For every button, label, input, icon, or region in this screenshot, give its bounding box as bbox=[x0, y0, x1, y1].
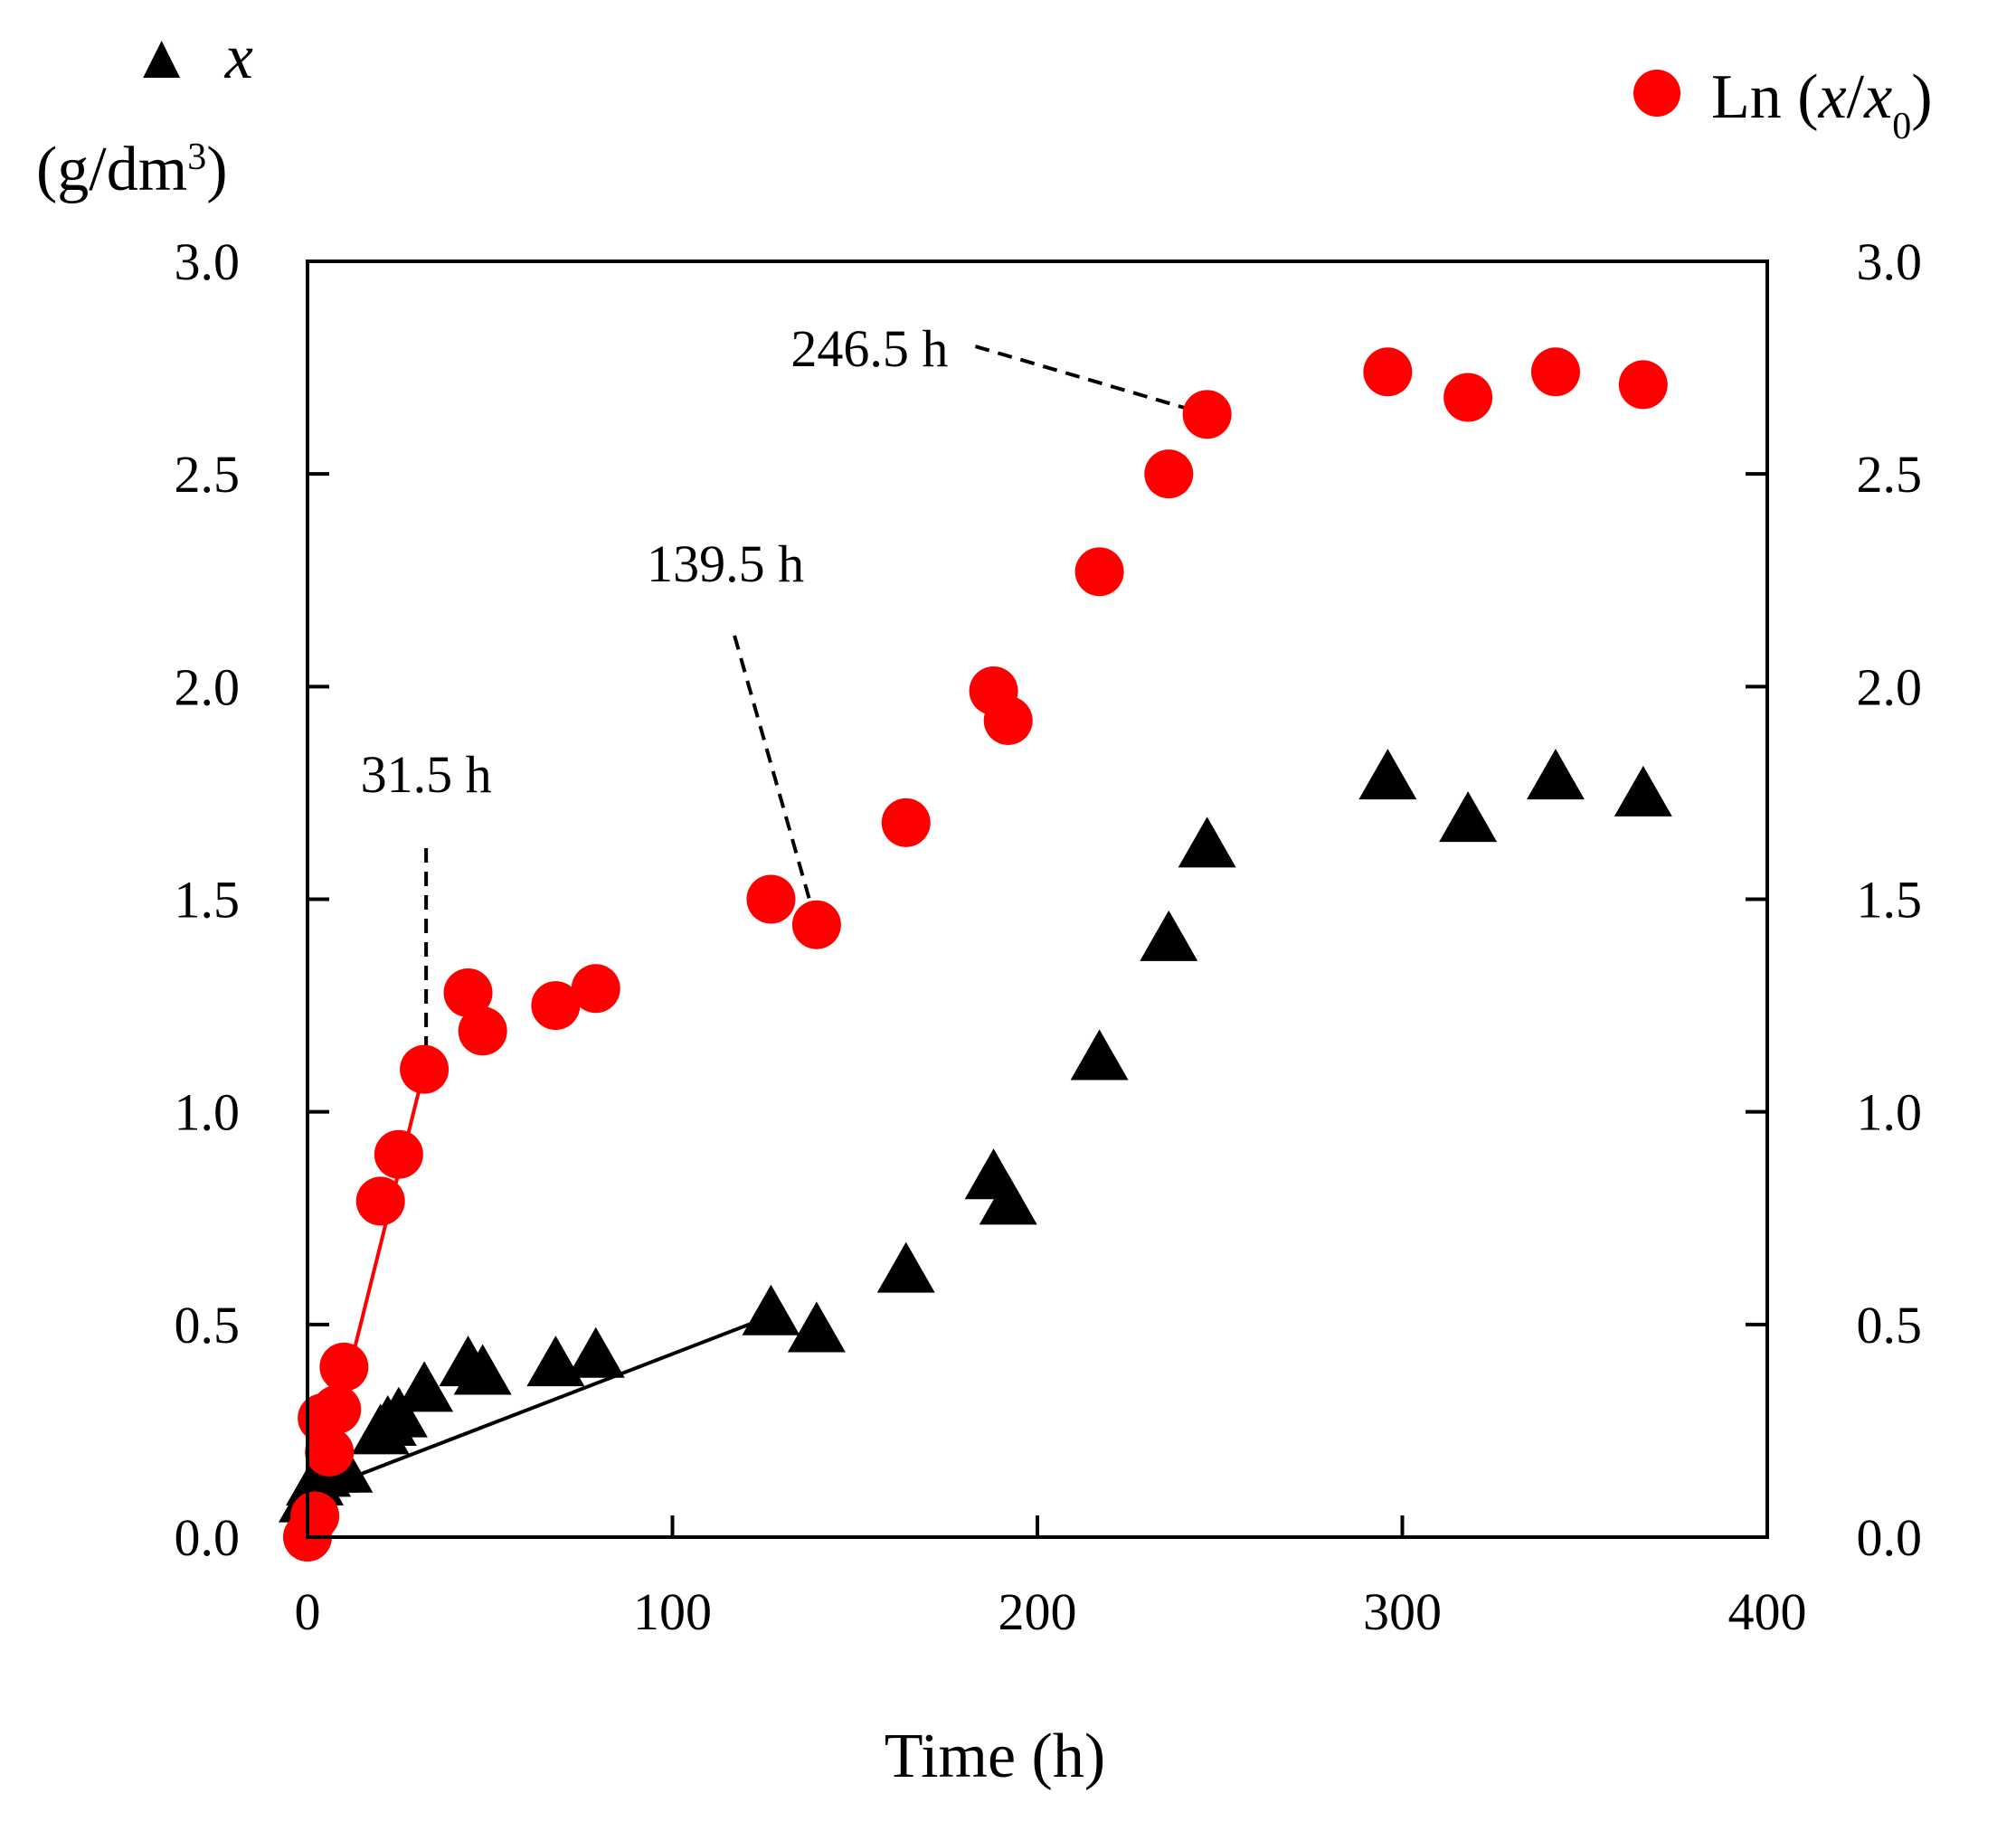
annotation-layer: 31.5 h 139.5 h 246.5 h bbox=[361, 319, 1208, 1070]
ln-data-point bbox=[791, 900, 841, 949]
data-point-layer bbox=[279, 347, 1672, 1562]
left-axis-unit-close: ) bbox=[206, 135, 227, 204]
y-tick-label-right: 1.5 bbox=[1857, 871, 1923, 930]
ln-data-point bbox=[571, 964, 620, 1014]
right-axis-marker bbox=[1633, 70, 1680, 117]
y-tick-label-left: 1.0 bbox=[175, 1083, 241, 1142]
left-axis-unit-sup: 3 bbox=[187, 137, 206, 178]
x-data-point bbox=[395, 1361, 454, 1412]
x-tick-label: 400 bbox=[1728, 1582, 1807, 1641]
right-axis-slash: / bbox=[1847, 62, 1865, 132]
x-data-point bbox=[1358, 749, 1417, 800]
y-tick-label-right: 1.0 bbox=[1857, 1083, 1923, 1142]
right-axis-suffix: ) bbox=[1911, 62, 1932, 132]
ln-data-point bbox=[1182, 390, 1232, 439]
left-axis-unit: (g/dm3) bbox=[36, 135, 228, 204]
ln-data-point bbox=[290, 1491, 340, 1541]
y-tick-label-right: 0.0 bbox=[1857, 1508, 1923, 1567]
y-tick-label-right: 3.0 bbox=[1857, 232, 1923, 291]
ln-data-point bbox=[881, 798, 931, 847]
y-tick-label-right: 2.5 bbox=[1857, 445, 1923, 504]
left-axis-var: x bbox=[224, 23, 253, 92]
ln-data-point bbox=[531, 981, 581, 1031]
tick-layer: 0 100 200 300 400 0.0 0.0 0.5 0.5 1.0 1.0 1.5 1.5 2.0… bbox=[175, 232, 1923, 1641]
x-data-point bbox=[453, 1344, 512, 1395]
x-data-point bbox=[979, 1174, 1037, 1225]
x-data-point bbox=[787, 1301, 846, 1353]
ln-data-point bbox=[312, 1384, 362, 1434]
ln-data-point bbox=[1443, 373, 1493, 422]
x-axis-title: Time (h) bbox=[885, 1722, 1105, 1791]
y-tick-label-right: 0.5 bbox=[1857, 1296, 1923, 1354]
ln-data-point bbox=[983, 695, 1033, 745]
x-tick-label: 100 bbox=[633, 1582, 712, 1641]
ln-data-point bbox=[1144, 449, 1194, 499]
y-tick-label-left: 2.0 bbox=[175, 657, 241, 716]
ln-data-point bbox=[1530, 347, 1580, 397]
x-data-point bbox=[1526, 749, 1585, 800]
x-data-point bbox=[876, 1241, 935, 1293]
right-axis-legend: Ln (x/x0) bbox=[1711, 62, 1933, 147]
x-data-point bbox=[1140, 910, 1198, 961]
x-data-point bbox=[1614, 765, 1672, 816]
left-axis-unit-text: (g/dm bbox=[36, 135, 187, 204]
right-axis-var1: x bbox=[1818, 62, 1847, 132]
ln-data-point bbox=[443, 967, 493, 1017]
right-axis-var2: x bbox=[1863, 62, 1892, 132]
annotation-leader bbox=[733, 635, 819, 926]
left-axis-marker: ▲ bbox=[130, 23, 193, 92]
x-tick-label: 200 bbox=[999, 1582, 1077, 1641]
x-fit-line bbox=[307, 1314, 772, 1496]
ln-data-point bbox=[458, 1006, 507, 1056]
x-data-point bbox=[566, 1326, 625, 1378]
annotation-label: 246.5 h bbox=[790, 319, 948, 378]
ln-data-point bbox=[746, 874, 796, 924]
right-axis-prefix: Ln ( bbox=[1711, 62, 1819, 132]
left-axis-legend: ▲ x bbox=[130, 23, 253, 92]
ln-data-point bbox=[374, 1129, 423, 1179]
x-data-point bbox=[1070, 1029, 1129, 1081]
x-data-point bbox=[1178, 816, 1236, 868]
ln-data-point bbox=[355, 1176, 405, 1226]
y-tick-label-left: 0.0 bbox=[175, 1508, 241, 1567]
right-axis-sub: 0 bbox=[1892, 106, 1911, 147]
annotation-label: 139.5 h bbox=[647, 534, 804, 593]
plot-frame bbox=[306, 260, 1769, 1539]
ln-data-point bbox=[1363, 347, 1413, 397]
y-tick-label-right: 2.0 bbox=[1857, 657, 1923, 716]
y-tick-label-left: 1.5 bbox=[175, 871, 241, 930]
x-tick-label: 300 bbox=[1363, 1582, 1442, 1641]
y-tick-label-left: 0.5 bbox=[175, 1296, 241, 1354]
ln-data-point bbox=[305, 1427, 355, 1477]
annotation-leader bbox=[974, 344, 1208, 417]
ln-data-point bbox=[400, 1044, 450, 1094]
x-data-point bbox=[1439, 791, 1498, 843]
ln-data-point bbox=[1618, 360, 1668, 410]
annotation-label: 31.5 h bbox=[361, 745, 492, 804]
y-tick-label-left: 3.0 bbox=[175, 232, 241, 291]
ln-data-point bbox=[319, 1342, 369, 1392]
x-data-point bbox=[742, 1284, 800, 1335]
y-tick-label-left: 2.5 bbox=[175, 445, 241, 504]
ln-data-point bbox=[1074, 547, 1124, 597]
x-data-point bbox=[369, 1386, 428, 1438]
x-tick-label: 0 bbox=[295, 1582, 321, 1641]
